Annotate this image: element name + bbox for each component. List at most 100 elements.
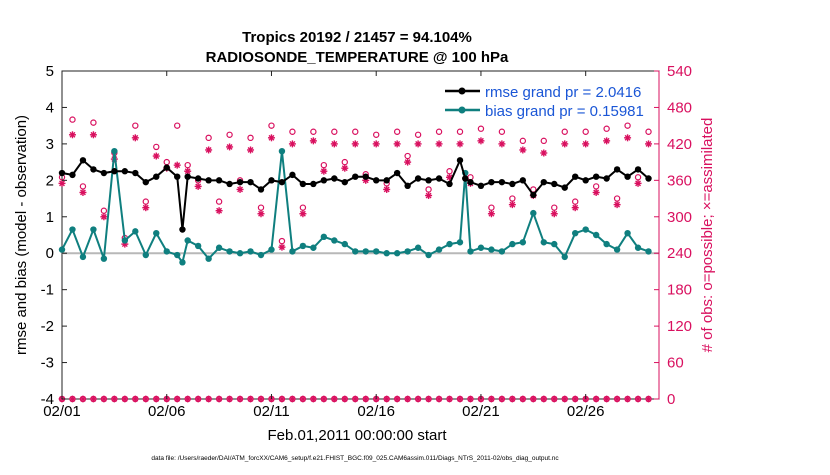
bias-point [362,248,369,255]
bias-point [425,251,432,259]
obs-possible-point [435,128,443,135]
bottom-obs-assimilated [79,395,87,403]
x-tick-label: 02/16 [357,403,395,420]
obs-assimilated-point [425,192,433,200]
rmse-point [645,175,652,182]
bias-point [404,248,411,255]
obs-possible-point [414,131,422,138]
asterisk-stroke [425,192,432,199]
asterisk-stroke [205,147,212,153]
rmse-point [268,177,275,184]
bias-point [299,242,307,250]
asterisk-stroke [331,396,338,402]
obs-assimilated-point [100,213,108,221]
obs-possible-point [352,128,359,135]
legend-rmse-label: rmse grand pr = 2.0416 [485,84,641,101]
bias-point [624,229,631,237]
y-right-tick-label: 180 [667,282,692,299]
bias-point [634,244,642,251]
asterisk-stroke [530,396,537,402]
bias-point [572,229,579,237]
obs-assimilated-point [550,210,558,218]
asterisk-stroke [111,396,118,402]
obs-assimilated-point [58,179,66,187]
asterisk-stroke [635,396,641,402]
obs-assimilated-point [341,164,349,172]
asterisk-stroke [216,396,222,402]
bias-point [174,251,181,259]
asterisk-stroke [142,204,149,211]
obs-assimilated-point [288,140,296,148]
rmse-point [299,180,307,188]
asterisk-stroke [279,396,285,402]
rmse-point [572,173,579,180]
bottom-obs-assimilated [571,395,579,403]
y-right-tick-label: 360 [667,172,692,189]
asterisk-stroke [59,180,65,187]
y-left-tick-label: 4 [46,99,54,116]
bottom-obs-assimilated [530,395,537,403]
obs-assimilated-point [278,243,286,251]
asterisk-stroke [488,396,495,402]
rmse-point [582,177,589,184]
bias-point [278,147,286,155]
asterisk-stroke [237,396,243,402]
asterisk-stroke [635,180,641,187]
bias-point [132,228,139,235]
obs-assimilated-point [351,140,359,148]
bias-point [310,244,317,251]
rmse-point [373,177,380,184]
bias-point [383,250,390,257]
asterisk-stroke [100,213,107,220]
rmse-point [69,171,76,179]
obs-possible-point [69,116,76,123]
rmse-point [624,173,631,180]
obs-assimilated-point [613,201,621,209]
asterisk-stroke [603,396,610,402]
bottom-obs-assimilated [624,395,631,403]
bottom-obs-assimilated [205,395,212,403]
obs-possible-point [540,137,547,145]
asterisk-stroke [143,396,149,402]
obs-possible-point [519,137,527,145]
asterisk-stroke [394,140,401,147]
rmse-point [435,175,443,182]
obs-assimilated-point [257,210,265,218]
asterisk-stroke [509,396,516,402]
rmse-point [90,166,97,173]
axes-layer: 02/01 02/06 02/11 02/16 02/21 02/26 -4 -3 -2 -1 0 1… [41,63,692,420]
asterisk-stroke [415,140,422,147]
bias-point [257,251,265,259]
obs-assimilated-point [393,140,401,148]
plot-area [61,70,660,400]
rmse-point [215,177,223,184]
bias-point [530,209,537,217]
bias-point [79,253,87,261]
obs-possible-point [310,128,317,135]
x-tick-label: 02/01 [43,403,81,420]
asterisk-stroke [425,396,432,402]
rmse-point [462,175,469,182]
obs-assimilated-point [194,182,202,190]
asterisk-stroke [90,131,97,138]
y-right-tick-label: 420 [667,136,692,153]
asterisk-stroke [289,140,296,147]
y-right-tick-label: 240 [667,245,692,262]
asterisk-stroke [467,396,474,402]
rmse-point [153,173,160,180]
y-left-tick-label: 1 [46,209,54,226]
bias-point [551,240,558,248]
obs-possible-point [331,128,338,135]
bias-point [592,231,600,239]
y-left-tick-label: 0 [46,245,54,262]
rmse-point [404,182,411,189]
asterisk-stroke [541,396,547,402]
bottom-obs-assimilated [645,395,652,403]
asterisk-stroke [373,140,380,147]
obs-assimilated-point [173,161,181,169]
bias-point [100,255,108,262]
obs-assimilated-point [519,146,527,154]
obs-assimilated-point [152,152,160,160]
bottom-obs-assimilated [435,395,443,403]
